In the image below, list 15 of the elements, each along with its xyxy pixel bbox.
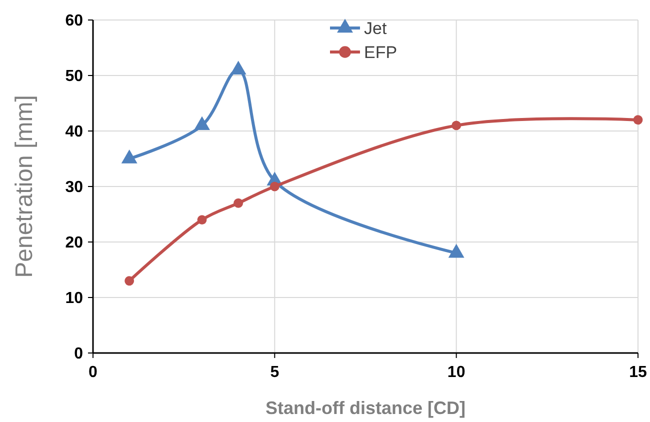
legend-label: EFP (364, 42, 398, 62)
x-tick-label: 15 (629, 364, 647, 381)
y-tick-label: 50 (65, 68, 84, 86)
x-tick-label: 5 (270, 364, 280, 381)
y-tick-label: 10 (65, 290, 84, 308)
x-tick-label: 10 (447, 364, 466, 381)
y-tick-label: 30 (65, 179, 84, 196)
y-tick-label: 20 (65, 234, 84, 252)
y-tick-label: 60 (65, 12, 84, 30)
y-axis-title: Penetration [mm] (11, 95, 38, 278)
legend-label: Jet (364, 18, 387, 38)
x-axis-title: Stand-off distance [CD] (266, 398, 466, 418)
y-tick-label: 0 (74, 346, 84, 363)
x-tick-label: 0 (88, 364, 98, 381)
y-tick-label: 40 (65, 124, 84, 141)
